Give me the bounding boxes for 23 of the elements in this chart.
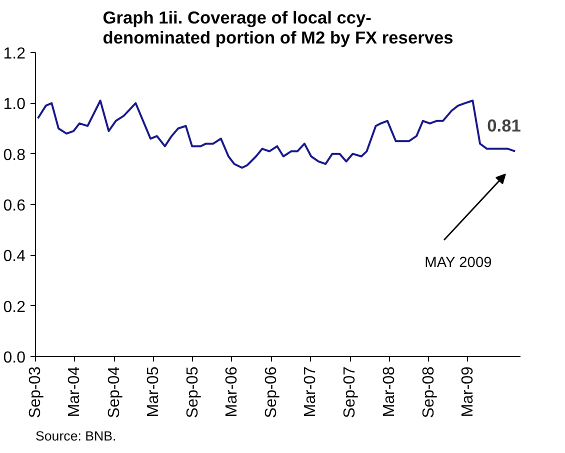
chart-title: Graph 1ii. Coverage of local ccy- denominated portion of M2 by FX reserves — [102, 8, 454, 48]
y-tick-label: 0.6 — [3, 198, 26, 214]
y-tick-label: 1.0 — [3, 96, 26, 114]
x-tick-label: Mar-07 — [302, 366, 320, 418]
y-tick-label: 0.2 — [3, 298, 26, 316]
annotation: 0.81 — [487, 115, 522, 136]
x-tick-label: Mar-04 — [66, 366, 84, 418]
x-tick-label: Mar-06 — [223, 366, 240, 418]
source-note: Source: BNB. — [36, 428, 116, 444]
x-tick-label: Sep-08 — [420, 366, 438, 418]
x-tick-label: Sep-07 — [342, 366, 359, 418]
x-tick-label: Sep-05 — [184, 366, 202, 418]
x-tick-label: Sep-06 — [263, 366, 280, 418]
x-tick-label: Mar-09 — [459, 366, 476, 418]
y-tick-label: 0.8 — [3, 146, 26, 164]
x-tick-label: Sep-03 — [27, 366, 44, 418]
y-tick-label: 0.4 — [3, 248, 26, 266]
y-tick-label: 0.0 — [3, 350, 26, 366]
x-tick-label: Mar-08 — [380, 366, 398, 418]
annotation: MAY 2009 — [424, 255, 492, 272]
x-tick-label: Sep-04 — [106, 366, 123, 418]
y-tick-label: 1.2 — [3, 46, 26, 62]
x-tick-label: Mar-05 — [144, 366, 162, 418]
